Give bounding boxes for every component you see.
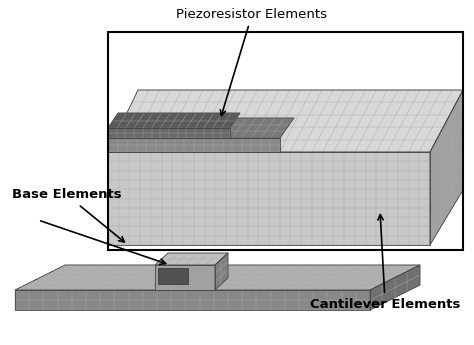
Polygon shape [15,290,370,310]
Bar [108,32,463,250]
Polygon shape [155,265,215,290]
Polygon shape [108,90,463,152]
Polygon shape [370,265,420,310]
Bar [108,32,463,250]
Polygon shape [108,138,280,152]
Text: Base Elements: Base Elements [12,188,124,242]
Polygon shape [158,268,188,284]
Polygon shape [155,253,228,265]
Polygon shape [108,113,240,128]
Polygon shape [108,118,294,138]
Polygon shape [108,128,230,138]
Polygon shape [430,90,463,245]
Text: Piezoresistor Elements: Piezoresistor Elements [176,8,328,116]
Text: Cantilever Elements: Cantilever Elements [310,215,460,311]
Polygon shape [215,253,228,290]
Polygon shape [15,265,420,290]
Polygon shape [108,152,430,245]
